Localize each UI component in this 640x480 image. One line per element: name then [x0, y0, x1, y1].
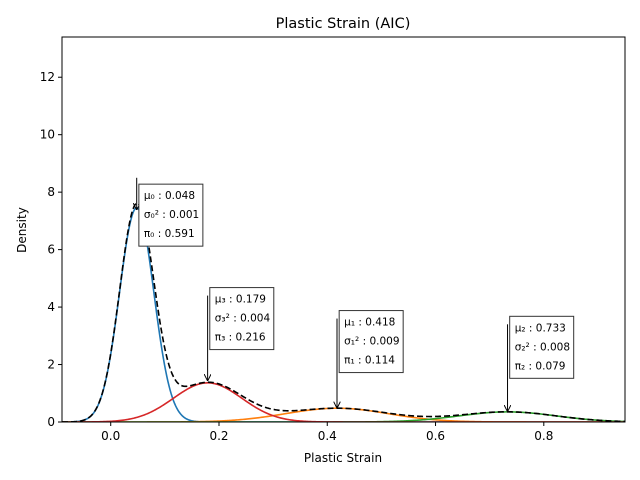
annotation-box-2: [509, 315, 575, 379]
y-tick-label: 10: [40, 128, 55, 142]
annotation-text-3: σ₃² : 0.004: [215, 313, 271, 325]
annotation-text-1: σ₁² : 0.009: [344, 336, 399, 348]
annotation-text-1: μ₁ : 0.418: [344, 317, 395, 329]
annotation-text-0: π₀ : 0.591: [144, 228, 195, 240]
component-curve-1: [62, 407, 625, 422]
x-axis: 0.0 0.2 0.4 0.6 0.8: [101, 422, 553, 443]
annotation-text-3: π₃ : 0.216: [215, 332, 266, 344]
y-tick-label: 12: [40, 70, 55, 84]
annotation-text-1: π₁ : 0.114: [344, 355, 395, 367]
annotation-box-0: [138, 183, 204, 247]
x-tick-label: 0.2: [209, 429, 228, 443]
x-tick-label: 0.0: [101, 429, 120, 443]
x-tick-label: 0.6: [426, 429, 445, 443]
y-tick-label: 4: [47, 300, 55, 314]
y-tick-label: 8: [47, 185, 55, 199]
y-axis: 0 2 4 6 8 10 12: [40, 70, 62, 429]
x-axis-label: Plastic Strain: [304, 451, 382, 465]
y-tick-label: 0: [47, 415, 55, 429]
annotation-text-2: μ₂ : 0.733: [515, 322, 566, 334]
chart-title: Plastic Strain (AIC): [276, 16, 411, 32]
annotation-box-1: [338, 310, 404, 374]
annotation-text-0: μ₀ : 0.048: [144, 190, 195, 202]
plot-frame: [61, 36, 626, 423]
x-tick-label: 0.4: [318, 429, 337, 443]
annotations-group: μ₀ : 0.048 σ₀² : 0.001 π₀ : 0.591 μ₃ : 0.17…: [137, 177, 575, 411]
component-curve-0: [62, 207, 625, 422]
y-tick-label: 2: [47, 358, 55, 372]
y-axis-label: Density: [15, 207, 29, 253]
mixture-curve: [62, 202, 625, 422]
annotation-text-2: π₂ : 0.079: [515, 360, 566, 372]
annotation-text-3: μ₃ : 0.179: [215, 294, 266, 306]
component-curve-3: [62, 382, 625, 422]
y-tick-label: 6: [47, 243, 55, 257]
annotation-box-3: [209, 287, 275, 351]
x-tick-label: 0.8: [534, 429, 553, 443]
annotation-text-2: σ₂² : 0.008: [515, 341, 570, 353]
annotation-text-0: σ₀² : 0.001: [144, 209, 199, 221]
